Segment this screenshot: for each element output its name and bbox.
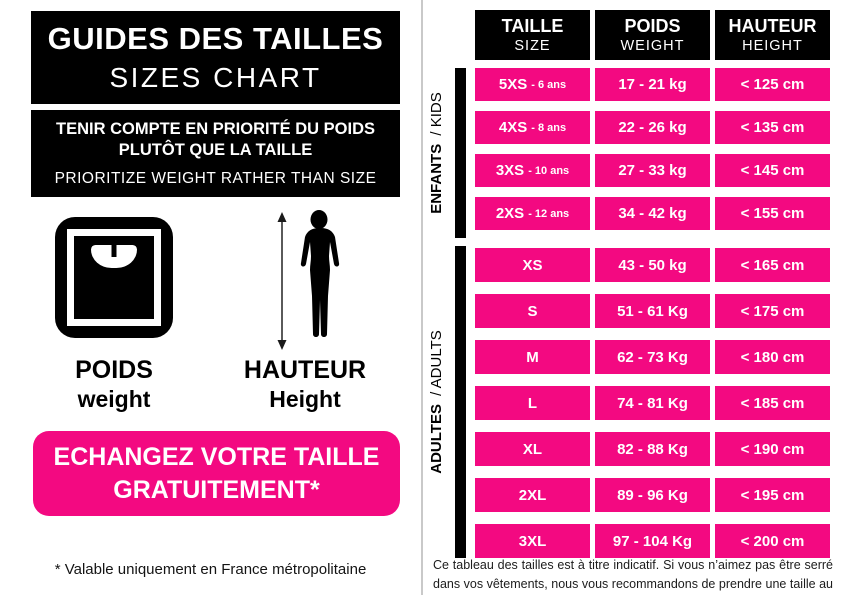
size-cell: 3XS - 10 ans (475, 154, 590, 187)
kids-rows: 5XS - 6 ans 17 - 21 kg < 125 cm 4XS - 8 an… (475, 68, 830, 240)
weight-cell: 82 - 88 Kg (595, 432, 710, 466)
weight-cell: 97 - 104 Kg (595, 524, 710, 558)
height-cell: < 165 cm (715, 248, 830, 282)
header-weight-french: POIDS (624, 16, 681, 36)
size-cell: 2XL (475, 478, 590, 512)
weight-cell: 62 - 73 Kg (595, 340, 710, 374)
header-size-french: TAILLE (501, 16, 564, 36)
kids-group-label: ENFANTS / KIDS (428, 68, 446, 238)
weight-cell: 27 - 33 kg (595, 154, 710, 187)
age-value: - 8 ans (531, 121, 567, 134)
column-header-weight: POIDS WEIGHT (595, 10, 710, 60)
table-row: S 51 - 61 Kg < 175 cm (475, 294, 830, 328)
table-row: 3XS - 10 ans 27 - 33 kg < 145 cm (475, 154, 830, 187)
weight-cell: 22 - 26 kg (595, 111, 710, 144)
weight-cell: 43 - 50 kg (595, 248, 710, 282)
height-cell: < 125 cm (715, 68, 830, 101)
adults-label-english: / ADULTS (428, 330, 445, 396)
age-value: - 6 ans (531, 78, 567, 91)
header-height-french: HAUTEUR (728, 16, 817, 36)
kids-label-english: / KIDS (428, 92, 445, 136)
table-row: 2XS - 12 ans 34 - 42 kg < 155 cm (475, 197, 830, 230)
age-value: - 10 ans (528, 164, 570, 177)
notice-french-line1: TENIR COMPTE EN PRIORITÉ DU POIDS (55, 119, 376, 138)
height-arrow-icon (277, 212, 287, 350)
size-cell: 3XL (475, 524, 590, 558)
weight-cell: 17 - 21 kg (595, 68, 710, 101)
size-value: 5XS (498, 76, 528, 93)
adults-label-french: ADULTES (428, 404, 445, 474)
age-value: - 12 ans (528, 207, 570, 220)
header-weight-english: WEIGHT (620, 38, 685, 54)
vertical-divider (421, 0, 423, 595)
table-row: XS 43 - 50 kg < 165 cm (475, 248, 830, 282)
notice-english: PRIORITIZE WEIGHT RATHER THAN SIZE (54, 170, 377, 188)
notice-french-line2: PLUTÔT QUE LA TAILLE (118, 141, 313, 159)
height-cell: < 180 cm (715, 340, 830, 374)
table-row: 2XL 89 - 96 Kg < 195 cm (475, 478, 830, 512)
free-size-exchange-button[interactable]: ECHANGEZ VOTRE TAILLE GRATUITEMENT* (33, 431, 400, 516)
height-label-french: HAUTEUR (243, 356, 367, 384)
size-cell: 4XS - 8 ans (475, 111, 590, 144)
height-cell: < 175 cm (715, 294, 830, 328)
height-cell: < 190 cm (715, 432, 830, 466)
weight-scale-icon (55, 217, 173, 338)
table-row: 4XS - 8 ans 22 - 26 kg < 135 cm (475, 111, 830, 144)
size-value: 3XS (495, 162, 525, 179)
adults-rows: XS 43 - 50 kg < 165 cm S 51 - 61 Kg < 17… (475, 248, 830, 570)
exchange-button-line2: GRATUITEMENT* (113, 475, 320, 504)
table-disclaimer: Ce tableau des tailles est à titre indic… (433, 558, 833, 591)
person-silhouette-icon (300, 210, 340, 337)
kids-label-french: ENFANTS (428, 143, 445, 214)
weight-icon-label: POIDS weight (39, 356, 189, 413)
height-cell: < 200 cm (715, 524, 830, 558)
height-label-english: Height (269, 386, 341, 412)
scale-tick (111, 245, 117, 257)
height-cell: < 145 cm (715, 154, 830, 187)
size-value: 4XS (498, 119, 528, 136)
table-row: 5XS - 6 ans 17 - 21 kg < 125 cm (475, 68, 830, 101)
kids-group-bar (455, 68, 466, 238)
weight-label-english: weight (77, 386, 151, 412)
column-header-size: TAILLE SIZE (475, 10, 590, 60)
size-cell: L (475, 386, 590, 420)
height-cell: < 195 cm (715, 478, 830, 512)
title-french: GUIDES DES TAILLES (47, 21, 384, 56)
page-title: GUIDES DES TAILLES SIZES CHART (31, 11, 400, 104)
height-icon-label: HAUTEUR Height (230, 356, 380, 413)
table-row: M 62 - 73 Kg < 180 cm (475, 340, 830, 374)
height-cell: < 155 cm (715, 197, 830, 230)
table-row: 3XL 97 - 104 Kg < 200 cm (475, 524, 830, 558)
size-cell: XS (475, 248, 590, 282)
size-cell: M (475, 340, 590, 374)
weight-cell: 74 - 81 Kg (595, 386, 710, 420)
size-value: 2XS (495, 205, 525, 222)
column-header-height: HAUTEUR HEIGHT (715, 10, 830, 60)
scale-face (67, 229, 161, 326)
table-row: XL 82 - 88 Kg < 190 cm (475, 432, 830, 466)
title-english: SIZES CHART (109, 62, 322, 93)
height-cell: < 185 cm (715, 386, 830, 420)
weight-label-french: POIDS (75, 356, 153, 384)
header-height-english: HEIGHT (742, 38, 803, 54)
header-size-english: SIZE (514, 38, 551, 54)
size-cell: 5XS - 6 ans (475, 68, 590, 101)
size-cell: S (475, 294, 590, 328)
size-cell: 2XS - 12 ans (475, 197, 590, 230)
adults-group-bar (455, 246, 466, 558)
weight-cell: 34 - 42 kg (595, 197, 710, 230)
size-cell: XL (475, 432, 590, 466)
weight-cell: 89 - 96 Kg (595, 478, 710, 512)
height-cell: < 135 cm (715, 111, 830, 144)
table-row: L 74 - 81 Kg < 185 cm (475, 386, 830, 420)
scale-dial (91, 245, 137, 268)
priority-notice: TENIR COMPTE EN PRIORITÉ DU POIDS PLUTÔT… (31, 110, 400, 197)
adults-group-label: ADULTES / ADULTS (428, 246, 446, 558)
weight-cell: 51 - 61 Kg (595, 294, 710, 328)
exchange-button-line1: ECHANGEZ VOTRE TAILLE (53, 443, 380, 471)
france-only-footnote: * Valable uniquement en France métropoli… (54, 561, 367, 578)
